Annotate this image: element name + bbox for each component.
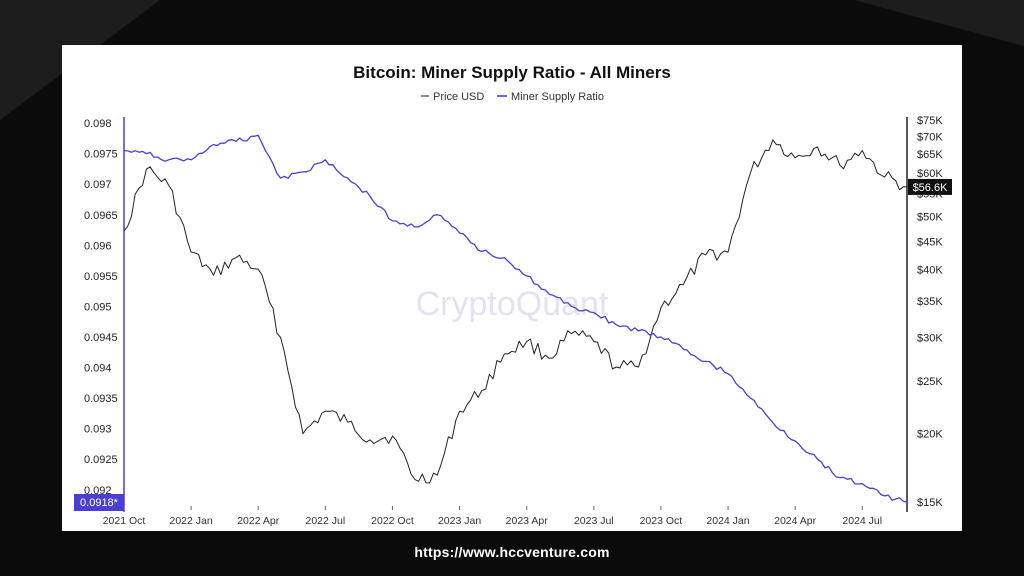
price-current-label: $56.6K: [913, 182, 949, 194]
left-tick-label: 0.0935: [84, 393, 118, 405]
x-tick-label: 2022 Apr: [237, 515, 280, 527]
chart-panel: Bitcoin: Miner Supply Ratio - All Miners…: [62, 45, 962, 531]
right-tick-label: $40K: [917, 264, 943, 276]
right-tick-label: $60K: [917, 168, 943, 180]
x-tick-label: 2023 Apr: [506, 515, 549, 527]
x-tick-label: 2023 Jul: [574, 515, 614, 527]
x-tick-label: 2022 Oct: [371, 515, 414, 527]
right-tick-label: $70K: [917, 132, 943, 144]
left-tick-label: 0.0925: [84, 454, 118, 466]
chart-svg: Bitcoin: Miner Supply Ratio - All Miners…: [74, 63, 952, 527]
legend-label-price[interactable]: Price USD: [433, 91, 484, 103]
left-tick-label: 0.0965: [84, 210, 118, 222]
left-tick-label: 0.098: [84, 118, 112, 130]
watermark-text: CryptoQuant: [416, 285, 609, 323]
left-axis: 0.098 0.0975 0.097 0.0965 0.096 0.0955 0.095 0.…: [84, 117, 125, 512]
left-tick-label: 0.093: [84, 424, 112, 436]
right-axis: $75K$70K$65K$60K$55K$50K$45K$40K$35K$30K…: [906, 115, 943, 512]
left-tick-label: 0.0975: [84, 149, 118, 161]
x-tick-label: 2023 Jan: [438, 515, 481, 527]
series-layer: [123, 134, 908, 503]
left-tick-label: 0.096: [84, 240, 112, 252]
left-tick-label: 0.094: [84, 363, 112, 375]
right-tick-label: $15K: [917, 497, 943, 509]
x-tick-label: 2023 Oct: [640, 515, 683, 527]
price-current-badge: [908, 178, 952, 195]
right-tick-label: $45K: [917, 236, 943, 248]
background-stripe-right: [854, 0, 1024, 46]
left-tick-label: 0.095: [84, 301, 112, 313]
x-axis: 2021 Oct 2022 Jan 2022 Apr 2022 Jul 2022 Oct…: [103, 506, 882, 527]
x-tick-label: 2024 Apr: [774, 515, 817, 527]
legend: Price USD Miner Supply Ratio: [421, 91, 604, 103]
right-tick-label: $50K: [917, 211, 943, 223]
left-tick-label: 0.0955: [84, 271, 118, 283]
right-tick-label: $35K: [917, 296, 943, 308]
right-tick-label: $75K: [917, 115, 943, 127]
right-tick-label: $30K: [917, 333, 943, 345]
left-tick-label: 0.0945: [84, 332, 118, 344]
right-tick-label: $25K: [917, 376, 943, 388]
current-value-badges: $56.6K 0.0918*: [74, 178, 952, 511]
chart-title: Bitcoin: Miner Supply Ratio - All Miners: [353, 63, 671, 82]
ratio-current-label: 0.0918*: [80, 497, 119, 509]
x-tick-label: 2022 Jan: [170, 515, 213, 527]
x-tick-label: 2021 Oct: [103, 515, 146, 527]
x-tick-label: 2024 Jul: [842, 515, 882, 527]
left-tick-label: 0.097: [84, 179, 112, 191]
legend-label-ratio[interactable]: Miner Supply Ratio: [511, 91, 604, 103]
x-tick-label: 2022 Jul: [305, 515, 345, 527]
footer-url[interactable]: https://www.hccventure.com: [414, 544, 610, 560]
right-tick-label: $65K: [917, 149, 943, 161]
right-tick-label: $20K: [917, 429, 943, 441]
price-usd-line: [123, 139, 908, 484]
left-tick-label: 0.092: [84, 485, 112, 497]
x-tick-label: 2024 Jan: [706, 515, 749, 527]
ratio-current-badge: [74, 494, 124, 511]
miner-supply-ratio-line: [123, 134, 908, 503]
